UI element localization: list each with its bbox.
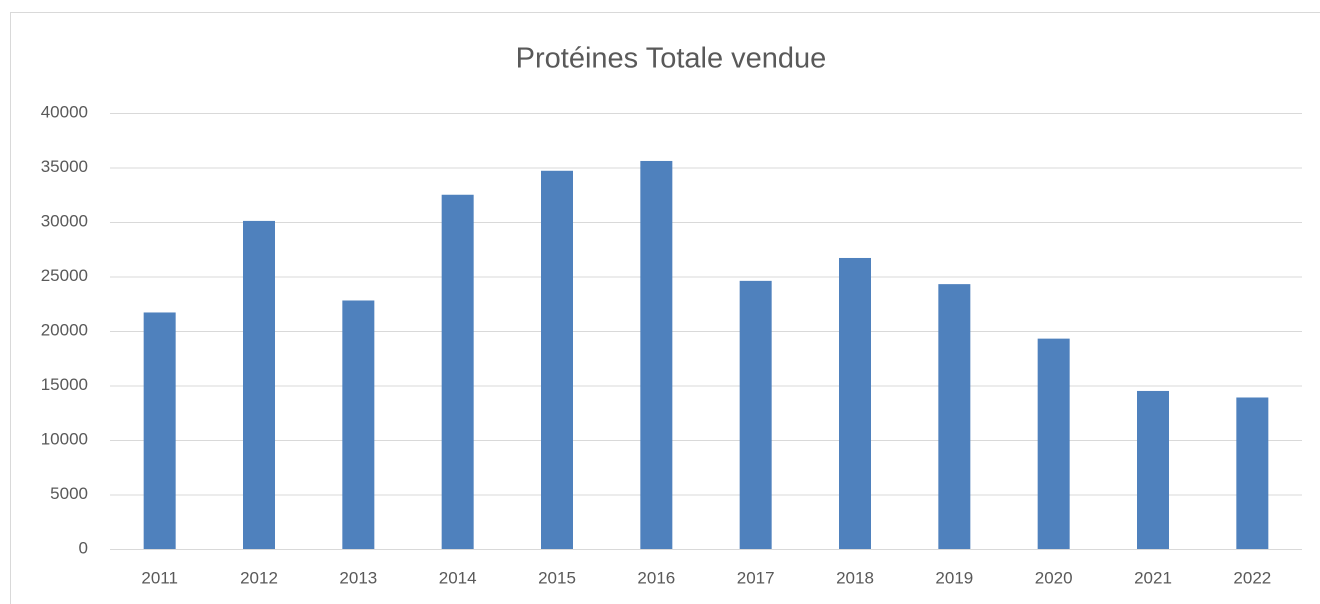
x-tick-label: 2011 xyxy=(141,568,178,587)
x-tick-label: 2015 xyxy=(538,568,576,587)
y-tick-label: 35000 xyxy=(41,157,88,176)
y-tick-label: 30000 xyxy=(41,211,88,230)
x-tick-label: 2020 xyxy=(1035,568,1073,587)
x-tick-label: 2022 xyxy=(1233,568,1271,587)
x-tick-label: 2012 xyxy=(240,568,278,587)
x-tick-label: 2014 xyxy=(439,568,477,587)
y-tick-label: 10000 xyxy=(41,429,88,448)
bar xyxy=(839,257,871,549)
bar xyxy=(243,220,275,549)
bar xyxy=(1037,338,1070,549)
x-tick-label: 2018 xyxy=(836,568,874,587)
bar xyxy=(1137,390,1169,549)
bar xyxy=(938,284,971,549)
bar xyxy=(739,280,772,549)
bar xyxy=(143,312,176,549)
x-tick-label: 2016 xyxy=(637,568,675,587)
y-tick-label: 15000 xyxy=(41,375,88,394)
bar xyxy=(640,160,673,549)
y-tick-label: 0 xyxy=(79,538,88,557)
y-tick-label: 20000 xyxy=(41,320,88,339)
bar xyxy=(1236,397,1269,549)
x-tick-label: 2019 xyxy=(935,568,973,587)
bar xyxy=(441,194,474,549)
y-tick-label: 5000 xyxy=(50,484,88,503)
x-tick-label: 2017 xyxy=(737,568,775,587)
x-tick-label: 2021 xyxy=(1134,568,1172,587)
y-tick-label: 25000 xyxy=(41,266,88,285)
x-tick-label: 2013 xyxy=(339,568,377,587)
chart-title: Protéines Totale vendue xyxy=(516,43,827,75)
bar xyxy=(342,300,375,549)
bar xyxy=(541,170,573,549)
y-tick-label: 40000 xyxy=(41,102,88,121)
